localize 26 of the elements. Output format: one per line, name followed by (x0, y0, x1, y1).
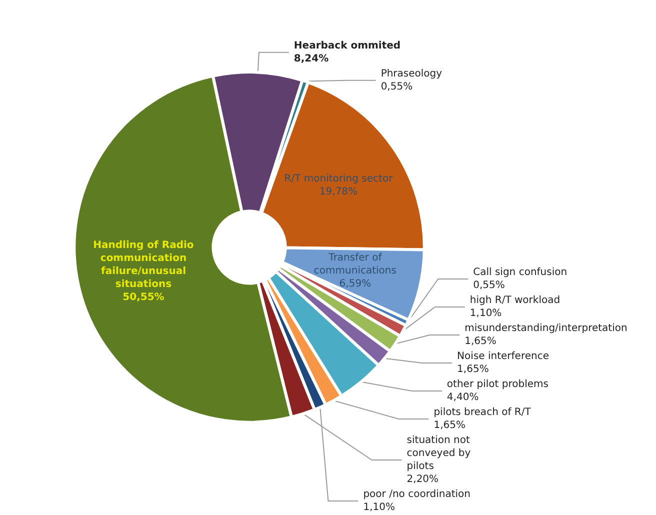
data-label: 0,55% (473, 280, 505, 291)
slice-label: Transfer of communications (314, 252, 396, 277)
data-label: 19,78% (319, 186, 358, 198)
slice-label: Handling of Radio communication failure/unusual situations (93, 240, 194, 290)
slice-label: high R/T workload (470, 295, 560, 306)
slice-label: misunderstanding/interpretation (464, 323, 628, 334)
data-label: 0,55% (380, 81, 413, 92)
slice-label: situation not conveyed by pilots (406, 435, 471, 472)
data-label: 50,55% (122, 292, 164, 304)
data-label: 1,65% (464, 336, 496, 347)
slice-label: R/T monitoring sector (284, 173, 394, 184)
data-label: 1,65% (457, 364, 489, 375)
data-label: 1,10% (470, 308, 502, 319)
data-label: 2,20% (406, 474, 439, 485)
data-label: 1,65% (434, 420, 466, 431)
slice-label: pilots breach of R/T (434, 407, 532, 418)
slice-label: Hearback ommited (294, 40, 401, 52)
slice-label: other pilot problems (446, 379, 548, 390)
data-label: 8,24% (294, 53, 329, 64)
slice-label: Call sign confusion (473, 267, 568, 278)
slice-label: Noise interference (457, 351, 549, 362)
data-label: 1,10% (363, 502, 395, 513)
slice-label: Phraseology (380, 68, 442, 80)
slice-label: poor /no coordination (363, 489, 470, 500)
data-label: 4,40% (446, 392, 479, 403)
data-label: 6,59% (339, 278, 372, 290)
